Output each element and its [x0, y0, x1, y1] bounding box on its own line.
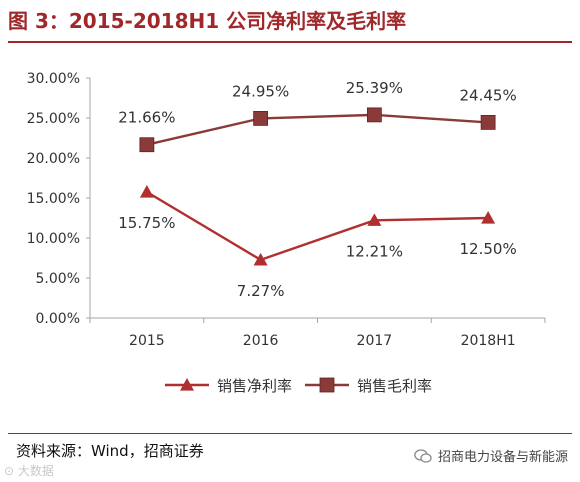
y-tick-label: 0.00%	[36, 311, 80, 327]
y-tick-label: 15.00%	[27, 191, 80, 207]
series-point-1	[367, 213, 382, 226]
y-tick-label: 5.00%	[36, 271, 80, 287]
legend-marker-1	[180, 378, 194, 391]
data-label-2: 24.95%	[232, 82, 289, 100]
series-point-1	[139, 185, 154, 198]
y-tick-label: 20.00%	[27, 151, 80, 167]
x-tick-label: 2017	[357, 333, 393, 349]
series-point-2	[253, 111, 269, 126]
series-point-1	[253, 252, 268, 266]
legend-marker-2	[319, 377, 335, 393]
series-point-2	[366, 107, 382, 123]
data-label-2: 24.45%	[460, 86, 517, 104]
data-label-1: 7.27%	[237, 282, 285, 300]
x-tick-label: 2015	[129, 333, 165, 349]
data-label-1: 15.75%	[118, 214, 175, 232]
brand-label: 招商电力设备与新能源	[414, 446, 568, 465]
x-tick-label: 2016	[243, 333, 279, 349]
series-line-2	[146, 113, 489, 146]
legend-label-1: 销售净利率	[217, 377, 292, 395]
page-title: 图 3：2015-2018H1 公司净利率及毛利率	[8, 9, 407, 33]
y-tick-label: 10.00%	[27, 231, 80, 247]
wechat-icon	[414, 448, 432, 463]
legend-label-2: 销售毛利率	[357, 377, 432, 395]
data-label-1: 12.21%	[346, 242, 403, 260]
title-divider	[8, 41, 572, 43]
watermark: ⊙ 大数据	[4, 464, 54, 478]
brand-text: 招商电力设备与新能源	[437, 450, 568, 465]
series-point-2	[139, 137, 155, 153]
footer-divider	[8, 433, 572, 434]
data-label-2: 25.39%	[346, 79, 403, 97]
y-tick-label: 30.00%	[27, 71, 80, 87]
data-label-2: 21.66%	[118, 109, 175, 127]
series-point-1	[481, 211, 496, 224]
source-note: 资料来源：Wind，招商证券	[16, 442, 204, 460]
series-line-1	[146, 190, 489, 262]
y-tick-label: 25.00%	[27, 111, 80, 127]
series-point-2	[480, 115, 496, 130]
line-chart: 30.00% 25.00% 20.00% 15.00% 10.00% 5.00% 0.00%…	[27, 71, 546, 395]
x-tick-label: 2018H1	[461, 333, 516, 349]
data-label-1: 12.50%	[460, 240, 517, 258]
